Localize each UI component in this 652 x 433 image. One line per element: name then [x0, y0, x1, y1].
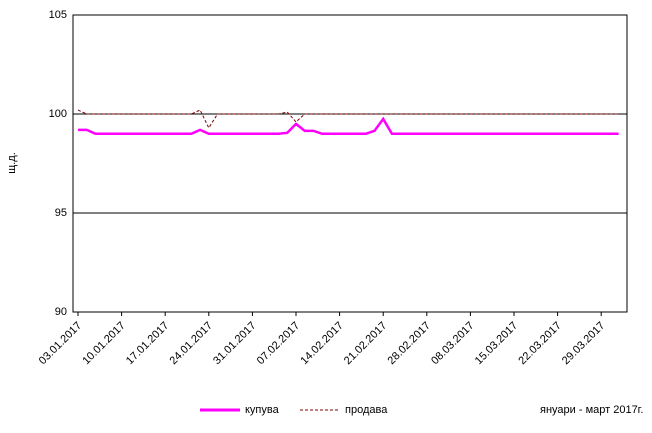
y-axis-label: щ.д. [6, 152, 18, 174]
x-tick-label: 10.01.2017 [80, 320, 127, 367]
x-tick-label: 29.03.2017 [560, 320, 607, 367]
legend-label: продава [345, 404, 388, 416]
x-tick-label: 28.02.2017 [386, 320, 433, 367]
x-tick-label: 17.01.2017 [124, 320, 171, 367]
note: януари - март 2017г. [540, 404, 643, 416]
x-tick-label: 31.01.2017 [211, 320, 258, 367]
x-tick-label: 15.03.2017 [473, 320, 520, 367]
x-tick-label: 14.02.2017 [298, 320, 345, 367]
y-tick-label: 90 [55, 306, 67, 318]
y-tick-label: 100 [49, 108, 67, 120]
x-tick-label: 21.02.2017 [342, 320, 389, 367]
y-tick-label: 95 [55, 207, 67, 219]
y-tick-label: 105 [49, 9, 67, 21]
x-tick-label: 08.03.2017 [429, 320, 476, 367]
series-line [78, 116, 619, 136]
x-tick-label: 03.01.2017 [37, 320, 84, 367]
x-tick-label: 22.03.2017 [516, 320, 563, 367]
legend-label: купува [245, 404, 280, 416]
series-line [77, 109, 619, 129]
x-tick-label: 24.01.2017 [168, 320, 215, 367]
plot-frame [72, 14, 628, 313]
x-tick-label: 07.02.2017 [255, 320, 302, 367]
